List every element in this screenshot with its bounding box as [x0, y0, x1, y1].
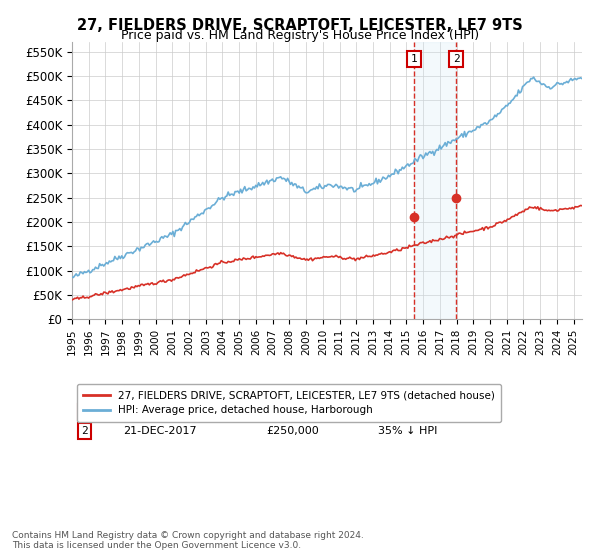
Text: 21-DEC-2017: 21-DEC-2017	[123, 426, 197, 436]
Text: 19-JUN-2015: 19-JUN-2015	[123, 407, 194, 417]
Text: 2: 2	[82, 426, 88, 436]
Text: 35% ↓ HPI: 35% ↓ HPI	[378, 426, 437, 436]
Text: Contains HM Land Registry data © Crown copyright and database right 2024.
This d: Contains HM Land Registry data © Crown c…	[12, 530, 364, 550]
Text: 37% ↓ HPI: 37% ↓ HPI	[378, 407, 437, 417]
Bar	[414, 42, 456, 319]
Text: 27, FIELDERS DRIVE, SCRAPTOFT, LEICESTER, LE7 9TS: 27, FIELDERS DRIVE, SCRAPTOFT, LEICESTER…	[77, 18, 523, 33]
Text: 2: 2	[453, 54, 460, 64]
Text: Price paid vs. HM Land Registry's House Price Index (HPI): Price paid vs. HM Land Registry's House …	[121, 29, 479, 42]
Legend: 27, FIELDERS DRIVE, SCRAPTOFT, LEICESTER, LE7 9TS (detached house), HPI: Average: 27, FIELDERS DRIVE, SCRAPTOFT, LEICESTER…	[77, 384, 501, 422]
Text: 1: 1	[411, 54, 418, 64]
Text: 1: 1	[82, 407, 88, 417]
Text: £250,000: £250,000	[266, 426, 319, 436]
Text: £209,995: £209,995	[266, 407, 319, 417]
